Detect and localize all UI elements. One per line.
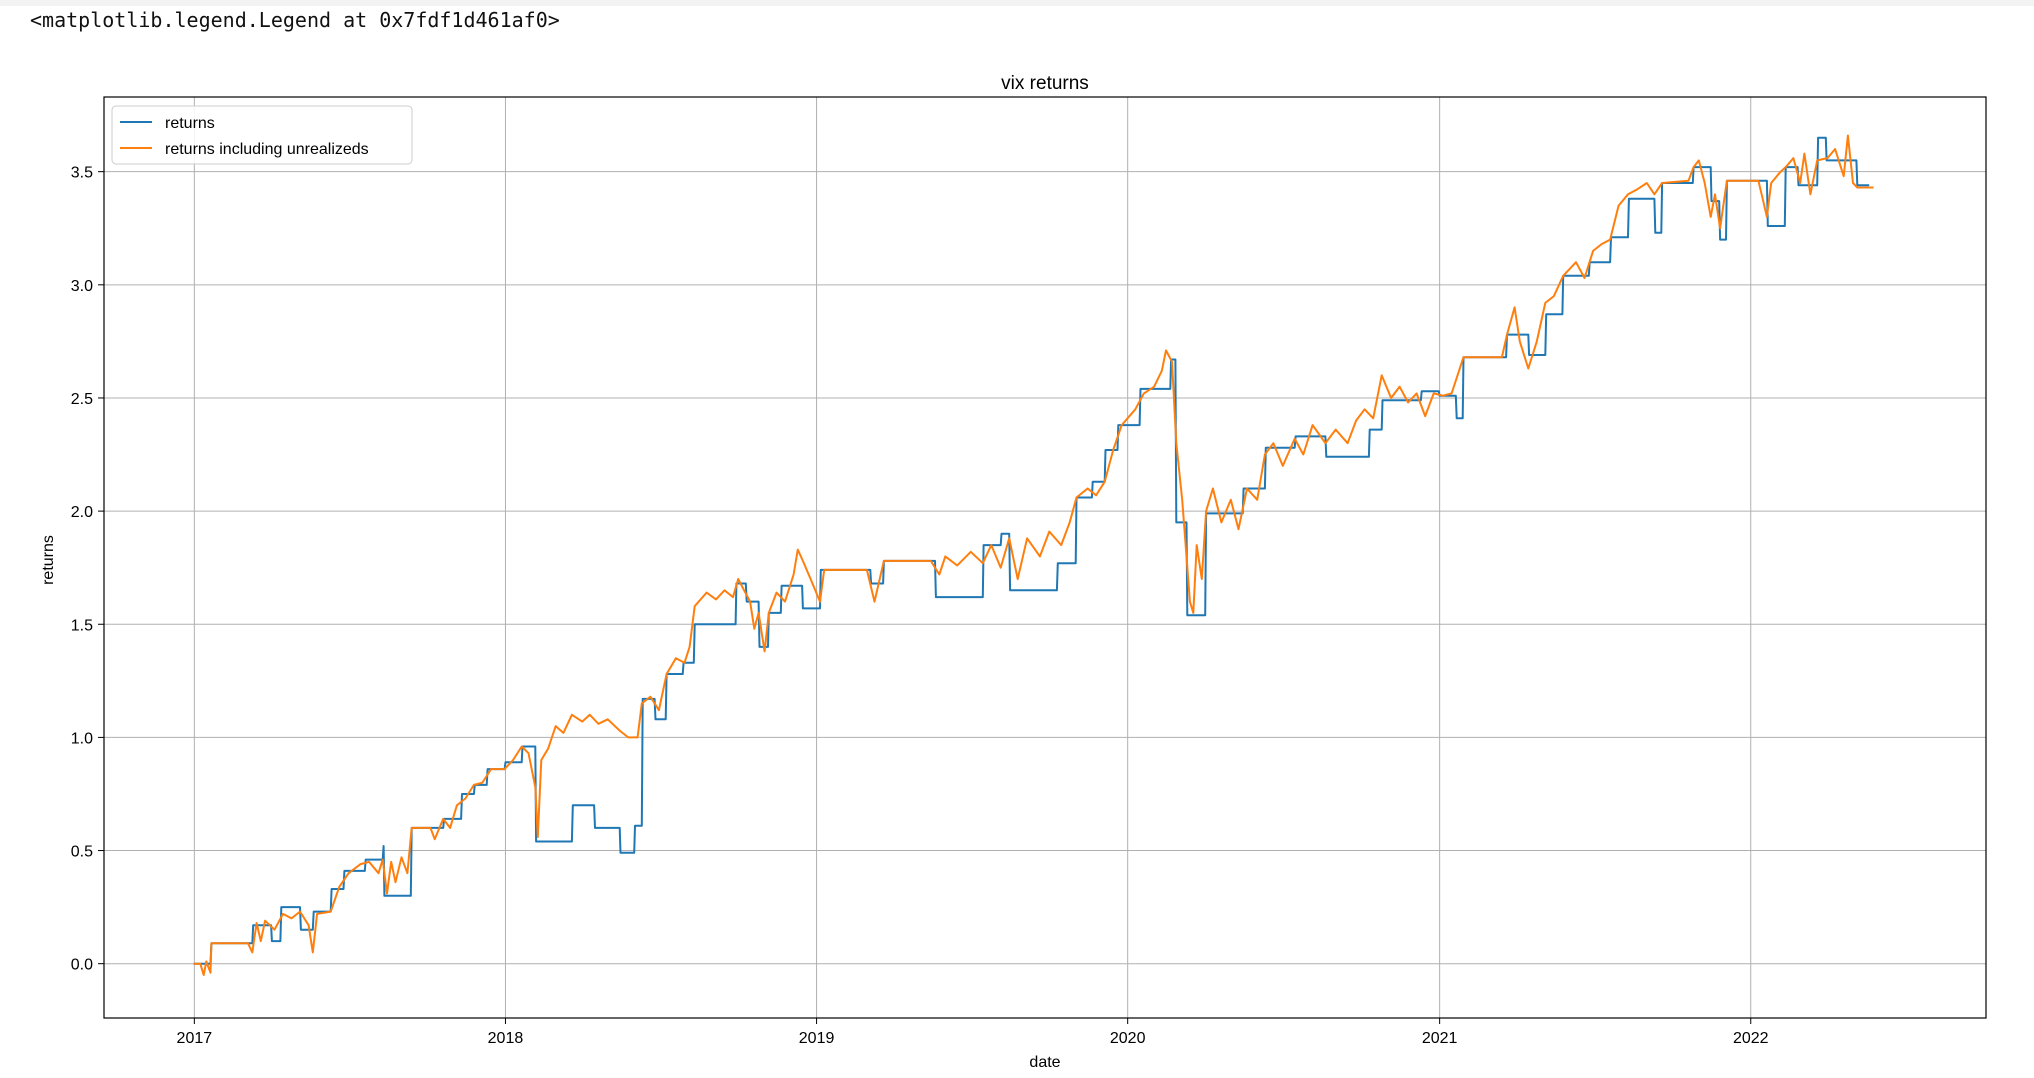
x-tick-label: 2019 bbox=[799, 1030, 835, 1047]
chart-title: vix returns bbox=[1001, 73, 1089, 94]
x-tick-label: 2018 bbox=[488, 1030, 524, 1047]
cell-divider bbox=[0, 0, 2034, 6]
series-line-returns-including-unrealizeds bbox=[193, 134, 1874, 976]
grid bbox=[104, 97, 1986, 1018]
x-tick-label: 2020 bbox=[1110, 1030, 1146, 1047]
x-tick-label: 2017 bbox=[177, 1030, 213, 1047]
plot-frame bbox=[103, 96, 1987, 1019]
x-axis-label: date bbox=[1029, 1054, 1060, 1071]
y-tick-label: 2.5 bbox=[71, 391, 93, 408]
axis-ticks: 2017 2018 2019 2020 2021 2022 0.0 0.5 1.0 1.5 2.0 2… bbox=[71, 165, 1769, 1047]
legend-label-returns-including-unrealizeds: returns including unrealizeds bbox=[165, 141, 369, 158]
y-tick-label: 3.5 bbox=[71, 165, 93, 182]
legend: returns returns including unrealizeds bbox=[111, 105, 413, 165]
y-tick-label: 0.5 bbox=[71, 844, 93, 861]
y-tick-label: 1.0 bbox=[71, 730, 93, 747]
x-tick-label: 2022 bbox=[1733, 1030, 1769, 1047]
y-tick-label: 0.0 bbox=[71, 957, 93, 974]
plot-background bbox=[104, 97, 1986, 1018]
x-tick-label: 2021 bbox=[1422, 1030, 1458, 1047]
cell-output-text: <matplotlib.legend.Legend at 0x7fdf1d461… bbox=[30, 8, 560, 32]
y-tick-label: 3.0 bbox=[71, 278, 93, 295]
legend-label-returns: returns bbox=[165, 115, 215, 132]
y-axis-label: returns bbox=[40, 535, 57, 585]
y-tick-label: 2.0 bbox=[71, 504, 93, 521]
y-tick-label: 1.5 bbox=[71, 617, 93, 634]
series-lines bbox=[193, 134, 1874, 976]
legend-box bbox=[111, 105, 413, 165]
